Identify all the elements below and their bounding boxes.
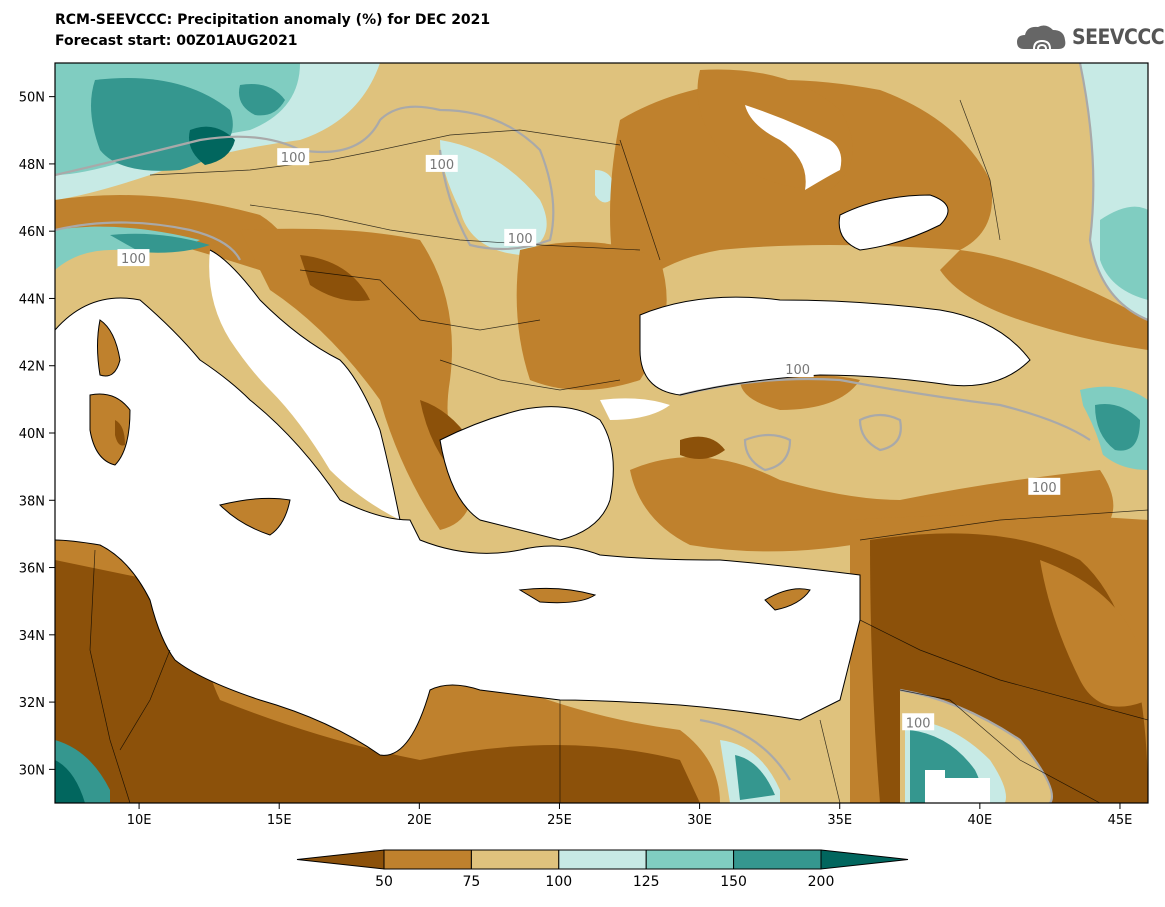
- legend-swatch: [733, 849, 822, 870]
- lon-tick-label: 40E: [967, 813, 992, 828]
- contour-label-box: [504, 228, 537, 246]
- legend-threshold-label: 100: [545, 874, 572, 890]
- contour-label: 100: [281, 151, 306, 166]
- contour-label: 100: [1032, 481, 1057, 496]
- map-title: RCM-SEEVCCC: Precipitation anomaly (%) f…: [55, 12, 491, 28]
- lat-tick-label: 38N: [19, 494, 45, 509]
- lon-tick-label: 35E: [827, 813, 852, 828]
- forecast-start: Forecast start: 00Z01AUG2021: [55, 33, 298, 49]
- lon-tick-label: 15E: [267, 813, 292, 828]
- legend-threshold-label: 200: [808, 874, 835, 890]
- legend-threshold-label: 50: [375, 874, 393, 890]
- lat-tick-label: 36N: [19, 562, 45, 577]
- longitude-axis: 10E 15E 20E 25E 30E 35E 40E 45E: [127, 803, 1133, 828]
- contour-label-box: [425, 154, 458, 172]
- contour-label-box: [1028, 477, 1061, 495]
- lat-tick-label: 42N: [19, 360, 45, 375]
- lon-tick-label: 20E: [407, 813, 432, 828]
- lat-tick-label: 44N: [19, 292, 45, 307]
- legend-swatch: [470, 849, 560, 870]
- lat-tick-label: 32N: [19, 696, 45, 711]
- lon-tick-label: 45E: [1108, 813, 1133, 828]
- lat-tick-label: 34N: [19, 629, 45, 644]
- contour-label: 100: [906, 716, 931, 731]
- contour-label-box: [902, 713, 935, 731]
- contour-label: 100: [121, 252, 146, 267]
- lat-tick-label: 46N: [19, 225, 45, 240]
- seevccc-logo: SEEVCCC: [1016, 20, 1165, 54]
- contour-label: 100: [508, 232, 533, 247]
- lat-tick-label: 50N: [19, 91, 45, 106]
- lon-tick-label: 10E: [127, 813, 152, 828]
- cloud-icon: [1017, 25, 1066, 50]
- legend-swatch: [558, 849, 647, 870]
- contour-label: 100: [429, 158, 454, 173]
- latitude-axis: 50N 48N 46N 44N 42N 40N 38N 36N 34N 32N 30N: [19, 91, 55, 778]
- map-field: [55, 63, 1148, 803]
- contour-label-box: [781, 360, 814, 378]
- legend-swatch-above-max: [820, 849, 909, 870]
- contour-label-box: [117, 249, 150, 267]
- lat-tick-label: 30N: [19, 763, 45, 778]
- legend-threshold-label: 75: [462, 874, 480, 890]
- colorbar-legend: 50 75 100 125 150 200: [296, 849, 909, 890]
- contour-labels: 100 100 100 100 100 100 100: [117, 148, 1061, 731]
- legend-threshold-label: 150: [720, 874, 747, 890]
- contour-label-box: [277, 148, 310, 166]
- contour-label: 100: [785, 363, 810, 378]
- lat-tick-label: 48N: [19, 158, 45, 173]
- legend-threshold-label: 125: [633, 874, 660, 890]
- legend-swatch-below-min: [296, 849, 385, 870]
- lon-tick-label: 25E: [547, 813, 572, 828]
- legend-swatch: [645, 849, 735, 870]
- lat-tick-label: 40N: [19, 427, 45, 442]
- lon-tick-label: 30E: [687, 813, 712, 828]
- legend-swatch: [383, 849, 472, 870]
